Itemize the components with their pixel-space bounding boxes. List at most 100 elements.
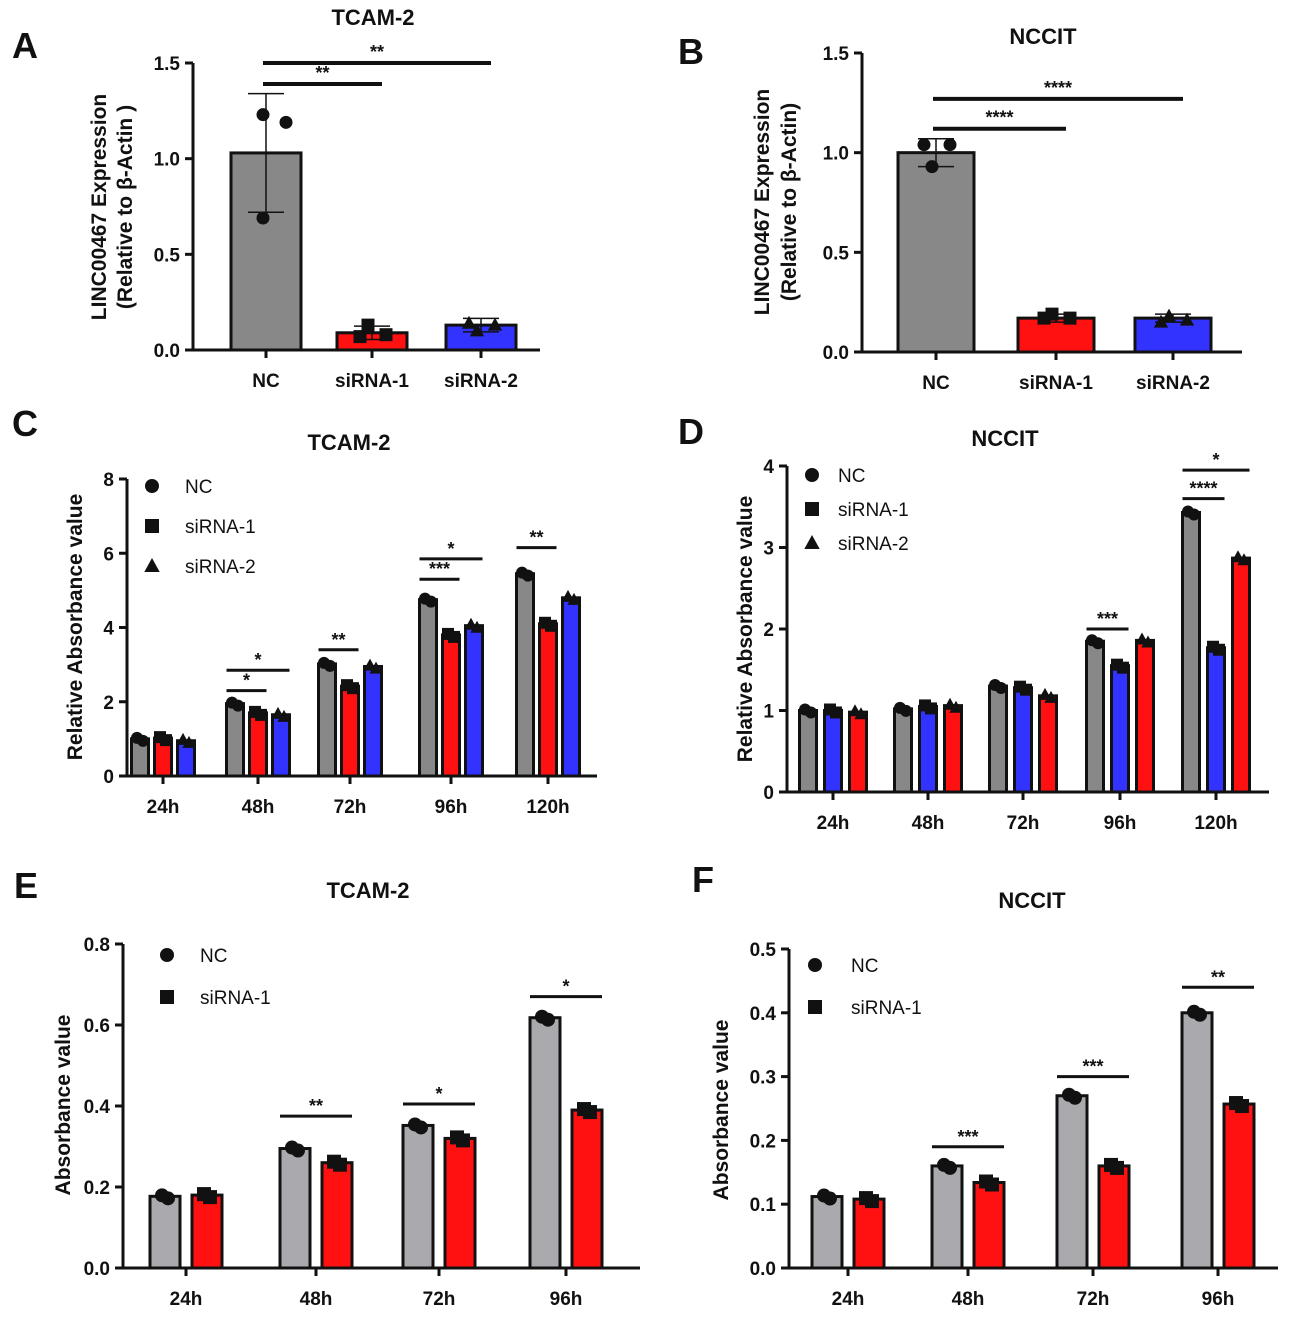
x-tick-label: 96h	[1104, 813, 1137, 834]
data-point	[541, 1012, 555, 1027]
data-point	[900, 704, 912, 717]
y-tick-label: 0.1	[750, 1195, 777, 1216]
data-point	[324, 659, 336, 672]
x-tick-label: 48h	[242, 797, 275, 818]
data-point	[161, 1191, 175, 1206]
data-point	[487, 317, 503, 331]
bar	[1181, 510, 1201, 794]
panel-b-title: NCCIT	[1009, 24, 1077, 49]
y-tick-label: 0.4	[750, 1004, 777, 1025]
data-point	[1110, 1160, 1124, 1175]
bar	[1222, 1102, 1256, 1270]
data-point	[333, 1157, 347, 1172]
x-tick-label: 24h	[817, 813, 850, 834]
data-point	[182, 735, 196, 748]
x-tick-label: 120h	[526, 797, 569, 818]
data-point	[925, 702, 937, 715]
y-tick-label: 1.5	[823, 44, 850, 65]
data-point	[448, 630, 460, 643]
panel-c-title: TCAM-2	[307, 430, 390, 455]
bar	[988, 684, 1008, 794]
y-tick-label: 0.5	[154, 245, 181, 266]
panel-b-ylabel-line1: LINC00467 Expression	[751, 89, 774, 315]
data-point	[456, 1133, 470, 1148]
bar	[538, 622, 558, 778]
bar	[1085, 639, 1105, 794]
data-point	[925, 160, 939, 174]
y-tick-label: 6	[103, 544, 114, 565]
bar	[1055, 1094, 1089, 1270]
legend-marker	[144, 557, 160, 572]
bar	[1013, 686, 1033, 794]
data-point	[1161, 308, 1177, 322]
data-point	[1179, 312, 1195, 326]
bar	[418, 598, 438, 778]
bar	[443, 1136, 477, 1270]
legend-label: NC	[838, 466, 865, 487]
data-point	[279, 115, 293, 129]
significance-label: ***	[1097, 609, 1118, 629]
legend-marker	[160, 990, 174, 1004]
significance-label: **	[1211, 967, 1225, 987]
bar	[340, 684, 360, 778]
data-point	[1020, 683, 1032, 696]
bar	[1206, 646, 1226, 794]
data-point	[1237, 553, 1251, 566]
data-point	[1068, 1090, 1082, 1105]
significance-label: *	[1212, 450, 1219, 470]
y-tick-label: 1.5	[154, 54, 181, 75]
legend-label: NC	[200, 946, 227, 967]
significance-label: *	[243, 671, 250, 691]
legend-marker	[145, 479, 159, 493]
bar	[1016, 316, 1096, 354]
legend-label: siRNA-1	[185, 517, 256, 538]
legend-marker	[145, 519, 159, 533]
panel-letter-f: F	[692, 859, 714, 900]
panel-d: D NCCIT Relative Absorbance value 0 1 2 3 4 2…	[678, 411, 1269, 834]
y-tick-label: 0.5	[750, 940, 777, 961]
bar	[972, 1181, 1006, 1270]
data-point	[1045, 307, 1059, 321]
panel-b: B NCCIT LINC00467 Expression (Relative t…	[678, 24, 1242, 394]
panel-c-ylabel: Relative Absorbance value	[64, 494, 87, 761]
bar	[852, 1197, 886, 1270]
y-tick-label: 0	[103, 767, 114, 788]
data-point	[461, 315, 477, 329]
bar	[271, 713, 291, 778]
data-point	[1117, 661, 1129, 674]
bar	[464, 624, 484, 778]
y-tick-label: 0	[763, 783, 774, 804]
bar	[148, 1194, 182, 1270]
bar	[1110, 664, 1130, 794]
significance-label: ***	[429, 559, 450, 579]
data-point	[583, 1105, 597, 1120]
y-tick-label: 0.0	[750, 1259, 776, 1280]
panel-b-ylabel-line2: (Relative to β-Actin)	[778, 103, 801, 301]
data-point	[985, 1177, 999, 1192]
significance-label: *	[447, 539, 454, 559]
panel-f-ylabel: Absorbance value	[710, 1020, 733, 1201]
significance-label: **	[370, 42, 384, 62]
bar	[515, 572, 535, 778]
legend-label: siRNA-1	[200, 988, 271, 1009]
bar	[317, 662, 337, 778]
legend-label: NC	[185, 477, 212, 498]
y-tick-label: 2	[763, 620, 774, 641]
data-point	[353, 330, 367, 344]
significance-label: **	[529, 528, 543, 548]
data-point	[137, 734, 149, 747]
bar	[561, 596, 581, 778]
x-tick-label: 72h	[423, 1289, 456, 1310]
data-point	[469, 323, 485, 337]
significance-label: **	[309, 1096, 323, 1116]
data-point	[1063, 311, 1077, 325]
y-tick-label: 0.0	[154, 341, 180, 362]
data-point	[522, 569, 534, 582]
significance-label: *	[435, 1084, 442, 1104]
y-tick-label: 4	[763, 457, 774, 478]
panel-b-plot: 0.0 0.5 1.0 1.5 NC siRNA-1 siRNA-2 **** ****	[823, 44, 1242, 394]
x-tick-label: NC	[252, 371, 280, 392]
x-tick-label: 96h	[1202, 1289, 1235, 1310]
panel-letter-e: E	[14, 865, 38, 906]
